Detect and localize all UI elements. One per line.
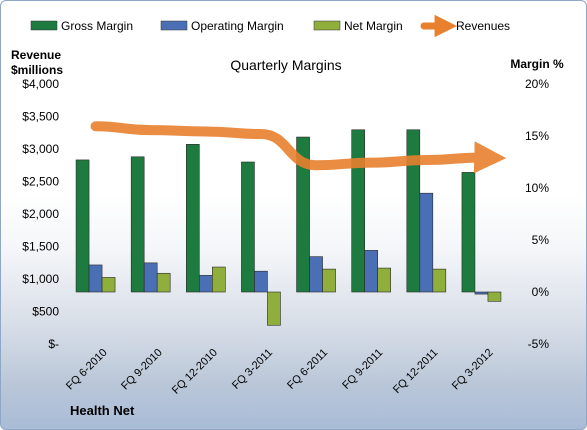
right-tick-label: 15%	[525, 129, 549, 143]
company-name: Health Net	[70, 403, 135, 418]
x-tick-label: FQ 3-2012	[450, 347, 496, 393]
left-tick-label: $2,000	[22, 207, 59, 221]
legend-label-2: Net Margin	[344, 19, 403, 33]
bar-operating-margin	[88, 264, 103, 293]
bar-operating-margin	[419, 192, 434, 293]
left-tick-label: $4,000	[22, 77, 59, 91]
bar-operating-margin	[254, 270, 268, 293]
bar-operating-margin	[199, 275, 213, 293]
bar-net-margin	[267, 291, 281, 326]
revenue-line	[90, 121, 507, 174]
legend-swatch-0	[30, 20, 58, 31]
bar-net-margin	[432, 268, 447, 293]
bar-net-margin	[487, 291, 502, 302]
bar-net-margin	[101, 277, 116, 293]
left-tick-label: $-	[48, 337, 59, 351]
x-tick-label: FQ 9-2010	[119, 347, 165, 393]
left-axis-label-line2: $millions	[11, 63, 63, 77]
bar-gross-margin	[406, 129, 421, 293]
right-axis-ticks: -5% 0% 5% 10% 15% 20%	[525, 77, 549, 351]
bar-gross-margin	[241, 161, 255, 293]
left-tick-label: $3,000	[22, 142, 59, 156]
right-tick-label: 0%	[532, 285, 550, 299]
bar-operating-margin	[143, 262, 158, 293]
bar-net-margin	[156, 272, 171, 293]
left-tick-label: $500	[32, 305, 59, 319]
x-tick-label: FQ 12-2010	[170, 347, 220, 397]
bar-gross-margin	[186, 144, 200, 293]
left-tick-label: $1,000	[22, 272, 59, 286]
revenue-series-line	[90, 121, 507, 174]
x-axis-labels: FQ 6-2010 FQ 9-2010 FQ 12-2010 FQ 3-2011 FQ …	[64, 347, 496, 397]
x-tick-label: FQ 6-2011	[285, 347, 330, 392]
bar-net-margin	[377, 267, 391, 293]
legend-swatch-2	[313, 20, 341, 31]
bar-operating-margin	[474, 291, 489, 295]
legend-label-1: Operating Margin	[191, 19, 284, 33]
bar-gross-margin	[130, 156, 145, 293]
right-tick-label: 10%	[525, 181, 549, 195]
bar-gross-margin	[351, 129, 365, 293]
left-axis-label-line1: Revenue	[11, 48, 61, 62]
legend-label-0: Gross Margin	[61, 19, 133, 33]
bar-gross-margin	[461, 172, 476, 293]
right-tick-label: 20%	[525, 77, 549, 91]
left-axis-ticks: $- $500 $1,000 $1,500 $2,000 $2,500 $3,000 $3,5…	[22, 77, 59, 351]
x-tick-label: FQ 6-2010	[64, 347, 110, 393]
bar-operating-margin	[309, 256, 323, 293]
right-tick-label: 5%	[532, 233, 550, 247]
chart-title: Quarterly Margins	[230, 57, 341, 73]
bar-gross-margin	[75, 159, 90, 293]
left-tick-label: $2,500	[22, 175, 59, 189]
legend-swatch-1	[160, 20, 188, 31]
x-tick-label: FQ 9-2011	[340, 347, 385, 392]
bar-net-margin	[212, 266, 226, 293]
legend: Gross Margin Operating Margin Net Margin Re…	[30, 14, 510, 38]
bar-gross-margin	[296, 136, 310, 293]
left-tick-label: $1,500	[22, 240, 59, 254]
x-tick-label: FQ 3-2011	[230, 347, 275, 392]
bars	[75, 129, 502, 326]
left-tick-label: $3,500	[22, 110, 59, 124]
right-tick-label: -5%	[528, 337, 550, 351]
legend-label-3: Revenues	[456, 19, 510, 33]
bar-net-margin	[322, 268, 336, 293]
right-axis-label: Margin %	[510, 57, 564, 71]
x-tick-label: FQ 12-2011	[391, 347, 440, 396]
bar-operating-margin	[364, 250, 378, 293]
